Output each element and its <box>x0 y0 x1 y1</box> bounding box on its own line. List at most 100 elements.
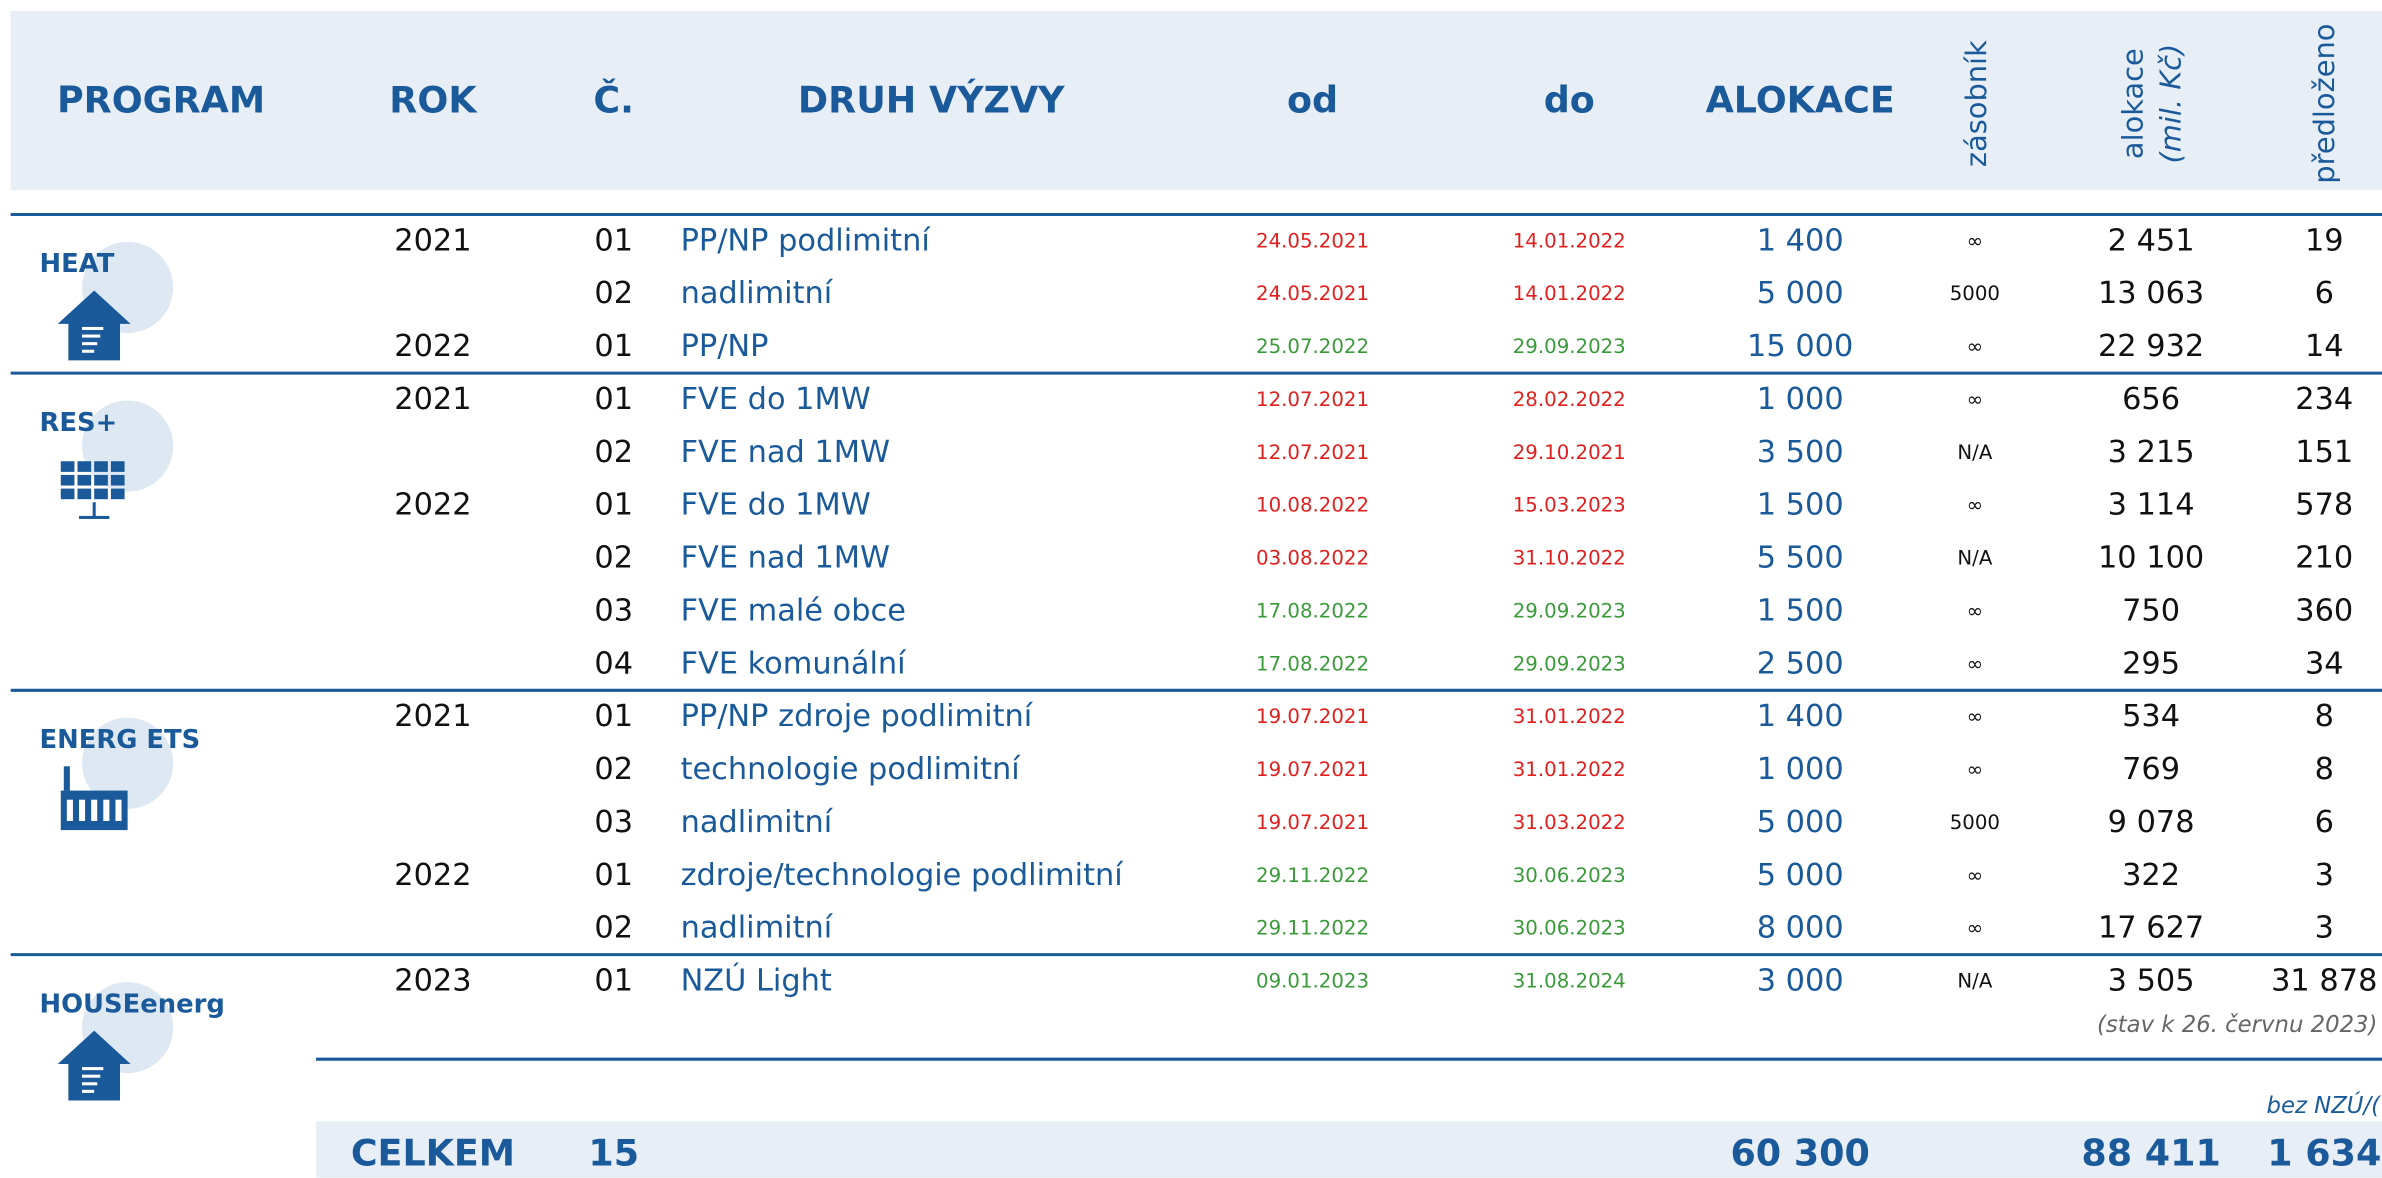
total-label: CELKEM <box>351 1131 515 1174</box>
call-type: FVE nad 1MW <box>681 541 890 576</box>
reservoir: N/A <box>1957 547 1992 570</box>
number: 02 <box>594 911 633 946</box>
allocation-mil: 22 932 <box>2098 329 2204 364</box>
date-to: 15.03.2023 <box>1513 494 1626 517</box>
number: 03 <box>594 593 633 628</box>
allocation: 2 500 <box>1757 646 1844 681</box>
icon <box>82 334 101 338</box>
date-from: 10.08.2022 <box>1256 494 1369 517</box>
date-to: 30.06.2023 <box>1513 864 1626 887</box>
date-to: 29.09.2023 <box>1513 599 1626 622</box>
note: bez NZÚ/( <box>2267 1091 2382 1119</box>
icon <box>60 461 75 472</box>
allocation-mil: 295 <box>2122 646 2180 681</box>
submitted: 6 <box>2315 276 2334 311</box>
year: 2021 <box>394 223 471 258</box>
reservoir: ∞ <box>1967 229 1983 252</box>
reservoir: 5000 <box>1950 282 2000 305</box>
date-from: 24.05.2021 <box>1256 282 1369 305</box>
icon <box>57 290 131 324</box>
col-header: zásobník <box>1959 40 1993 167</box>
allocation: 1 000 <box>1757 752 1844 787</box>
submitted: 31 878 <box>2271 963 2377 998</box>
call-type: nadlimitní <box>681 911 834 946</box>
icon <box>82 342 98 346</box>
icon <box>78 515 110 519</box>
submitted: 151 <box>2295 435 2353 470</box>
year: 2021 <box>394 382 471 417</box>
number: 02 <box>594 435 633 470</box>
icon <box>82 349 95 353</box>
submitted: 3 <box>2315 858 2334 893</box>
note: (stav k 26. červnu 2023) <box>2097 1012 2377 1038</box>
allocation: 1 500 <box>1757 488 1844 523</box>
date-from: 17.08.2022 <box>1256 652 1369 675</box>
allocation: 15 000 <box>1747 329 1853 364</box>
program-label: RES+ <box>39 408 117 438</box>
submitted: 14 <box>2305 329 2344 364</box>
total-submitted: 1 634 <box>2267 1131 2381 1174</box>
icon <box>66 799 73 821</box>
date-from: 19.07.2021 <box>1256 758 1369 781</box>
icon <box>82 1089 95 1093</box>
allocation: 3 500 <box>1757 435 1844 470</box>
call-type: FVE do 1MW <box>681 488 871 523</box>
col-header: Č. <box>593 78 634 122</box>
allocation-mil: 17 627 <box>2098 911 2204 946</box>
total-allocation: 60 300 <box>1730 1131 1869 1174</box>
submitted: 210 <box>2295 541 2353 576</box>
number: 01 <box>594 223 633 258</box>
call-type: nadlimitní <box>681 805 834 840</box>
date-to: 31.08.2024 <box>1513 969 1626 992</box>
icon <box>103 799 110 821</box>
allocation: 5 000 <box>1757 858 1844 893</box>
allocation: 1 000 <box>1757 382 1844 417</box>
icon <box>94 474 108 486</box>
call-type: FVE do 1MW <box>681 382 871 417</box>
allocation-mil: 3 505 <box>2108 963 2195 998</box>
program-label: HOUSEenerg <box>39 989 224 1019</box>
icon <box>110 474 125 486</box>
allocation: 8 000 <box>1757 911 1844 946</box>
program-label: HEAT <box>39 249 114 279</box>
col-header: ALOKACE <box>1706 79 1895 122</box>
allocation: 5 500 <box>1757 541 1844 576</box>
submitted: 6 <box>2315 805 2334 840</box>
col-header: alokace <box>2115 48 2149 159</box>
allocation: 3 000 <box>1757 963 1844 998</box>
reservoir: ∞ <box>1967 388 1983 411</box>
call-type: nadlimitní <box>681 276 834 311</box>
reservoir: ∞ <box>1967 917 1983 940</box>
number: 01 <box>594 858 633 893</box>
allocation-mil: 13 063 <box>2098 276 2204 311</box>
icon <box>77 474 92 486</box>
icon <box>82 1082 98 1086</box>
call-type: technologie podlimitní <box>681 752 1022 787</box>
year: 2021 <box>394 699 471 734</box>
icon <box>82 1074 101 1078</box>
reservoir: N/A <box>1957 969 1992 992</box>
reservoir: ∞ <box>1967 758 1983 781</box>
number: 01 <box>594 699 633 734</box>
date-to: 29.10.2021 <box>1513 441 1626 464</box>
icon <box>57 1030 131 1065</box>
allocation-mil: 656 <box>2122 382 2180 417</box>
allocation-mil: 3 114 <box>2108 488 2195 523</box>
call-type: zdroje/technologie podlimitní <box>681 858 1125 893</box>
submitted: 234 <box>2295 382 2353 417</box>
number: 01 <box>594 488 633 523</box>
col-header-unit: (mil. Kč) <box>2153 44 2187 164</box>
allocation-mil: 769 <box>2122 752 2180 787</box>
number: 01 <box>594 382 633 417</box>
submitted: 360 <box>2295 593 2353 628</box>
date-from: 17.08.2022 <box>1256 599 1369 622</box>
reservoir: 5000 <box>1950 811 2000 834</box>
call-type: FVE nad 1MW <box>681 435 890 470</box>
year: 2022 <box>394 858 471 893</box>
allocation-mil: 534 <box>2122 699 2180 734</box>
date-to: 29.09.2023 <box>1513 652 1626 675</box>
allocation: 5 000 <box>1757 276 1844 311</box>
allocation-mil: 750 <box>2122 593 2180 628</box>
date-from: 19.07.2021 <box>1256 811 1369 834</box>
